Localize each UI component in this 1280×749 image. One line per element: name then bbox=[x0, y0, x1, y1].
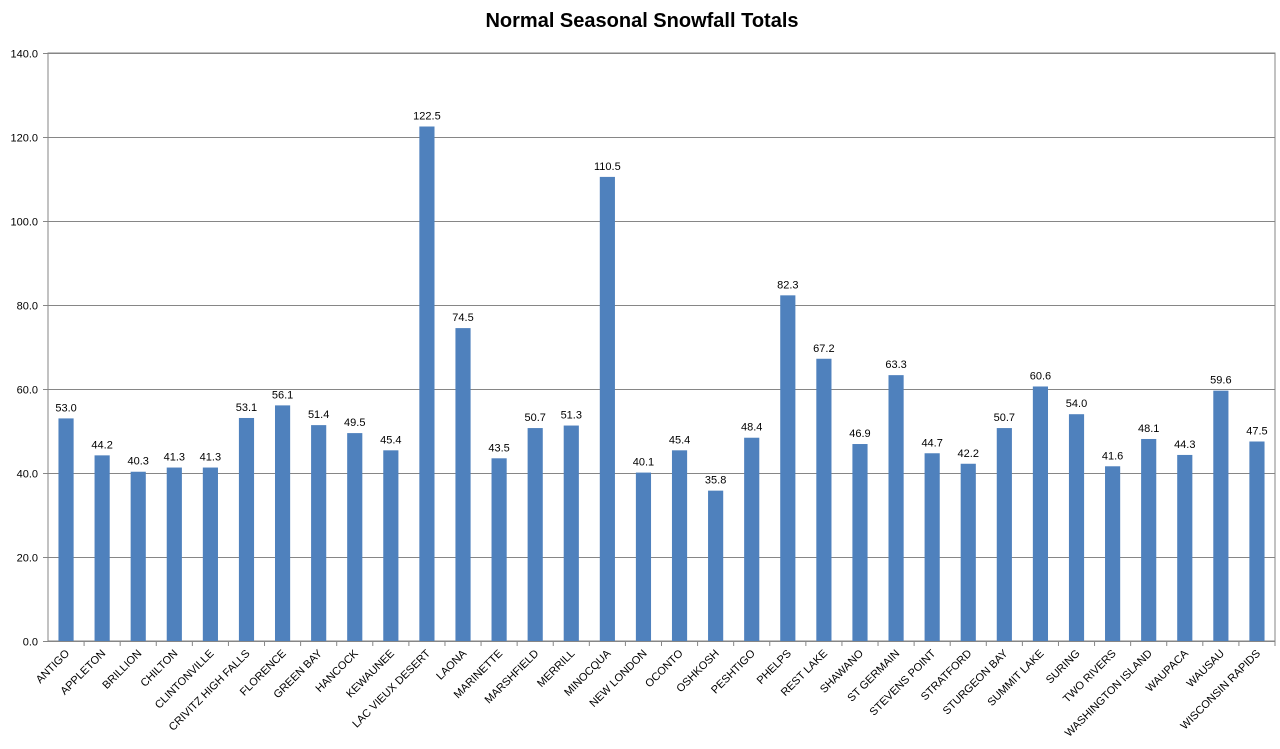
data-label: 48.1 bbox=[1138, 423, 1159, 435]
bar bbox=[1141, 438, 1157, 641]
bar bbox=[1213, 390, 1229, 641]
category-label: STEVENS POINT bbox=[868, 647, 939, 718]
data-label: 43.5 bbox=[488, 442, 509, 454]
y-tick-label: 100.0 bbox=[10, 217, 38, 229]
bar bbox=[816, 358, 832, 641]
data-label: 35.8 bbox=[705, 475, 726, 487]
bar bbox=[527, 428, 543, 641]
data-label: 51.3 bbox=[561, 410, 582, 422]
bar bbox=[455, 328, 471, 641]
bar bbox=[491, 458, 507, 641]
data-label: 49.5 bbox=[344, 417, 365, 429]
bar bbox=[274, 405, 291, 641]
data-label: 50.7 bbox=[524, 412, 545, 424]
data-label: 74.5 bbox=[452, 312, 473, 324]
data-label: 42.2 bbox=[958, 448, 979, 460]
bar bbox=[347, 433, 363, 641]
data-label: 41.3 bbox=[164, 452, 185, 464]
data-label: 44.3 bbox=[1174, 439, 1195, 451]
bar bbox=[635, 472, 652, 641]
data-label: 40.1 bbox=[633, 457, 654, 469]
bar bbox=[1249, 441, 1265, 641]
y-tick-label: 40.0 bbox=[17, 469, 38, 481]
data-label: 82.3 bbox=[777, 279, 798, 291]
data-label: 48.4 bbox=[741, 422, 762, 434]
bar bbox=[1032, 386, 1049, 641]
data-label: 44.7 bbox=[921, 437, 942, 449]
y-tick-label: 140.0 bbox=[10, 49, 38, 61]
data-label: 122.5 bbox=[413, 111, 441, 123]
bar bbox=[1177, 454, 1193, 641]
data-label: 54.0 bbox=[1066, 398, 1087, 410]
data-label: 53.0 bbox=[55, 402, 76, 414]
bar bbox=[960, 463, 976, 641]
category-label: BRILLION bbox=[100, 648, 144, 692]
data-label: 110.5 bbox=[594, 161, 621, 173]
bar bbox=[924, 453, 940, 641]
data-label: 44.2 bbox=[91, 439, 112, 451]
bar bbox=[419, 126, 435, 641]
data-label: 60.6 bbox=[1030, 370, 1051, 382]
bar bbox=[166, 467, 182, 641]
bar bbox=[1068, 414, 1085, 641]
data-label: 51.4 bbox=[308, 409, 329, 421]
data-label: 41.3 bbox=[200, 452, 221, 464]
bar bbox=[780, 295, 796, 641]
bar bbox=[58, 418, 74, 641]
data-label: 56.1 bbox=[272, 389, 293, 401]
bar bbox=[311, 425, 327, 641]
bar bbox=[671, 450, 688, 641]
bar bbox=[238, 417, 255, 641]
data-label: 45.4 bbox=[380, 434, 401, 446]
data-label: 63.3 bbox=[885, 359, 906, 371]
bar bbox=[130, 471, 146, 641]
bar bbox=[708, 490, 724, 641]
category-label: LAONA bbox=[434, 647, 469, 682]
data-label: 47.5 bbox=[1246, 426, 1267, 438]
bar bbox=[996, 428, 1012, 641]
data-label: 45.4 bbox=[669, 434, 690, 446]
data-label: 46.9 bbox=[849, 428, 870, 440]
data-label: 59.6 bbox=[1210, 375, 1231, 387]
data-label: 41.6 bbox=[1102, 450, 1123, 462]
bar bbox=[563, 425, 579, 641]
chart-title: Normal Seasonal Snowfall Totals bbox=[485, 10, 799, 32]
y-tick-label: 0.0 bbox=[23, 637, 38, 649]
bar bbox=[383, 450, 399, 641]
y-tick-label: 20.0 bbox=[17, 553, 38, 565]
bar bbox=[599, 176, 615, 641]
y-tick-label: 60.0 bbox=[17, 385, 38, 397]
data-label: 50.7 bbox=[994, 412, 1015, 424]
data-label: 40.3 bbox=[128, 456, 149, 468]
bar bbox=[202, 467, 218, 641]
bar bbox=[852, 444, 868, 641]
bar bbox=[744, 437, 760, 641]
y-tick-label: 120.0 bbox=[10, 133, 38, 145]
category-label: STURGEON BAY bbox=[941, 647, 1011, 717]
data-label: 53.1 bbox=[236, 402, 257, 414]
bar bbox=[1105, 466, 1121, 641]
plot-area bbox=[47, 52, 1276, 642]
bar bbox=[94, 455, 110, 641]
bar bbox=[888, 375, 904, 641]
data-label: 67.2 bbox=[813, 343, 834, 355]
y-tick-label: 80.0 bbox=[17, 301, 38, 313]
